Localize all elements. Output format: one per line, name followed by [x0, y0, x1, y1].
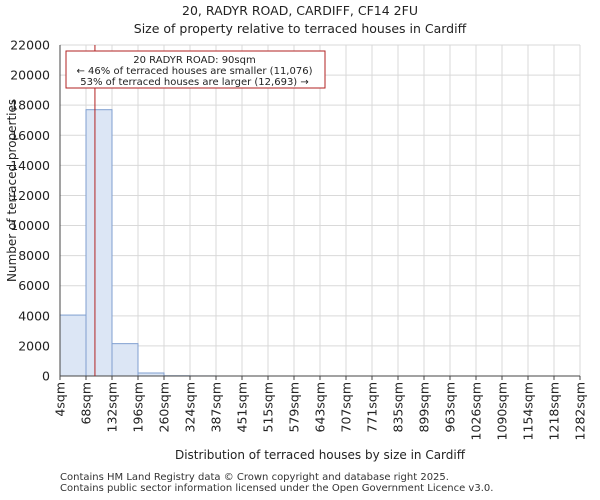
chart-subtitle: Size of property relative to terraced ho… — [133, 21, 467, 36]
x-tick-label: 643sqm — [313, 382, 328, 432]
histogram-bar — [111, 343, 139, 377]
annotation-box — [65, 50, 326, 89]
y-tick-label: 14000 — [10, 158, 50, 173]
x-tick-label: 387sqm — [209, 382, 224, 432]
y-tick-label: 4000 — [18, 308, 50, 323]
x-tick-label: 132sqm — [105, 382, 120, 432]
histogram-bar — [85, 109, 113, 377]
y-tick-label: 12000 — [10, 188, 50, 203]
x-tick-label: 1026sqm — [469, 382, 484, 440]
y-tick-label: 2000 — [18, 338, 50, 353]
y-tick-label: 10000 — [10, 218, 50, 233]
y-tick-label: 20000 — [10, 68, 50, 83]
footer-copyright: Contains HM Land Registry data © Crown c… — [60, 472, 449, 483]
footer-licence: Contains public sector information licen… — [60, 483, 494, 494]
x-tick-label: 707sqm — [339, 382, 354, 432]
x-tick-label: 1090sqm — [495, 382, 510, 440]
x-tick-label: 515sqm — [261, 382, 276, 432]
x-tick-label: 835sqm — [391, 382, 406, 432]
x-axis-label: Distribution of terraced houses by size … — [174, 448, 465, 462]
y-tick-label: 22000 — [10, 38, 50, 53]
x-tick-label: 4sqm — [53, 382, 68, 417]
annotation-line-2: ← 46% of terraced houses are smaller (11… — [77, 66, 313, 77]
y-tick-label: 6000 — [18, 278, 50, 293]
chart-title-address: 20, RADYR ROAD, CARDIFF, CF14 2FU — [182, 3, 418, 18]
x-tick-label: 579sqm — [287, 382, 302, 432]
x-tick-label: 1154sqm — [521, 382, 536, 440]
x-tick-label: 899sqm — [417, 382, 432, 432]
x-tick-label: 1282sqm — [573, 382, 588, 440]
y-tick-label: 16000 — [10, 128, 50, 143]
annotation-line-1: 20 RADYR ROAD: 90sqm — [133, 55, 255, 66]
x-tick-label: 1218sqm — [547, 382, 562, 440]
y-axis-label: Number of terraced properties — [5, 98, 19, 282]
annotation-line-3: 53% of terraced houses are larger (12,69… — [80, 77, 309, 88]
x-tick-label: 196sqm — [131, 382, 146, 432]
y-tick-label: 8000 — [18, 248, 50, 263]
x-tick-label: 451sqm — [235, 382, 250, 432]
x-tick-label: 260sqm — [157, 382, 172, 432]
y-tick-label: 18000 — [10, 98, 50, 113]
x-tick-label: 963sqm — [443, 382, 458, 432]
histogram-bar — [59, 314, 87, 377]
x-tick-label: 324sqm — [183, 382, 198, 432]
x-tick-label: 771sqm — [365, 382, 380, 432]
x-tick-label: 68sqm — [79, 382, 94, 425]
y-tick-label: 0 — [42, 369, 50, 384]
